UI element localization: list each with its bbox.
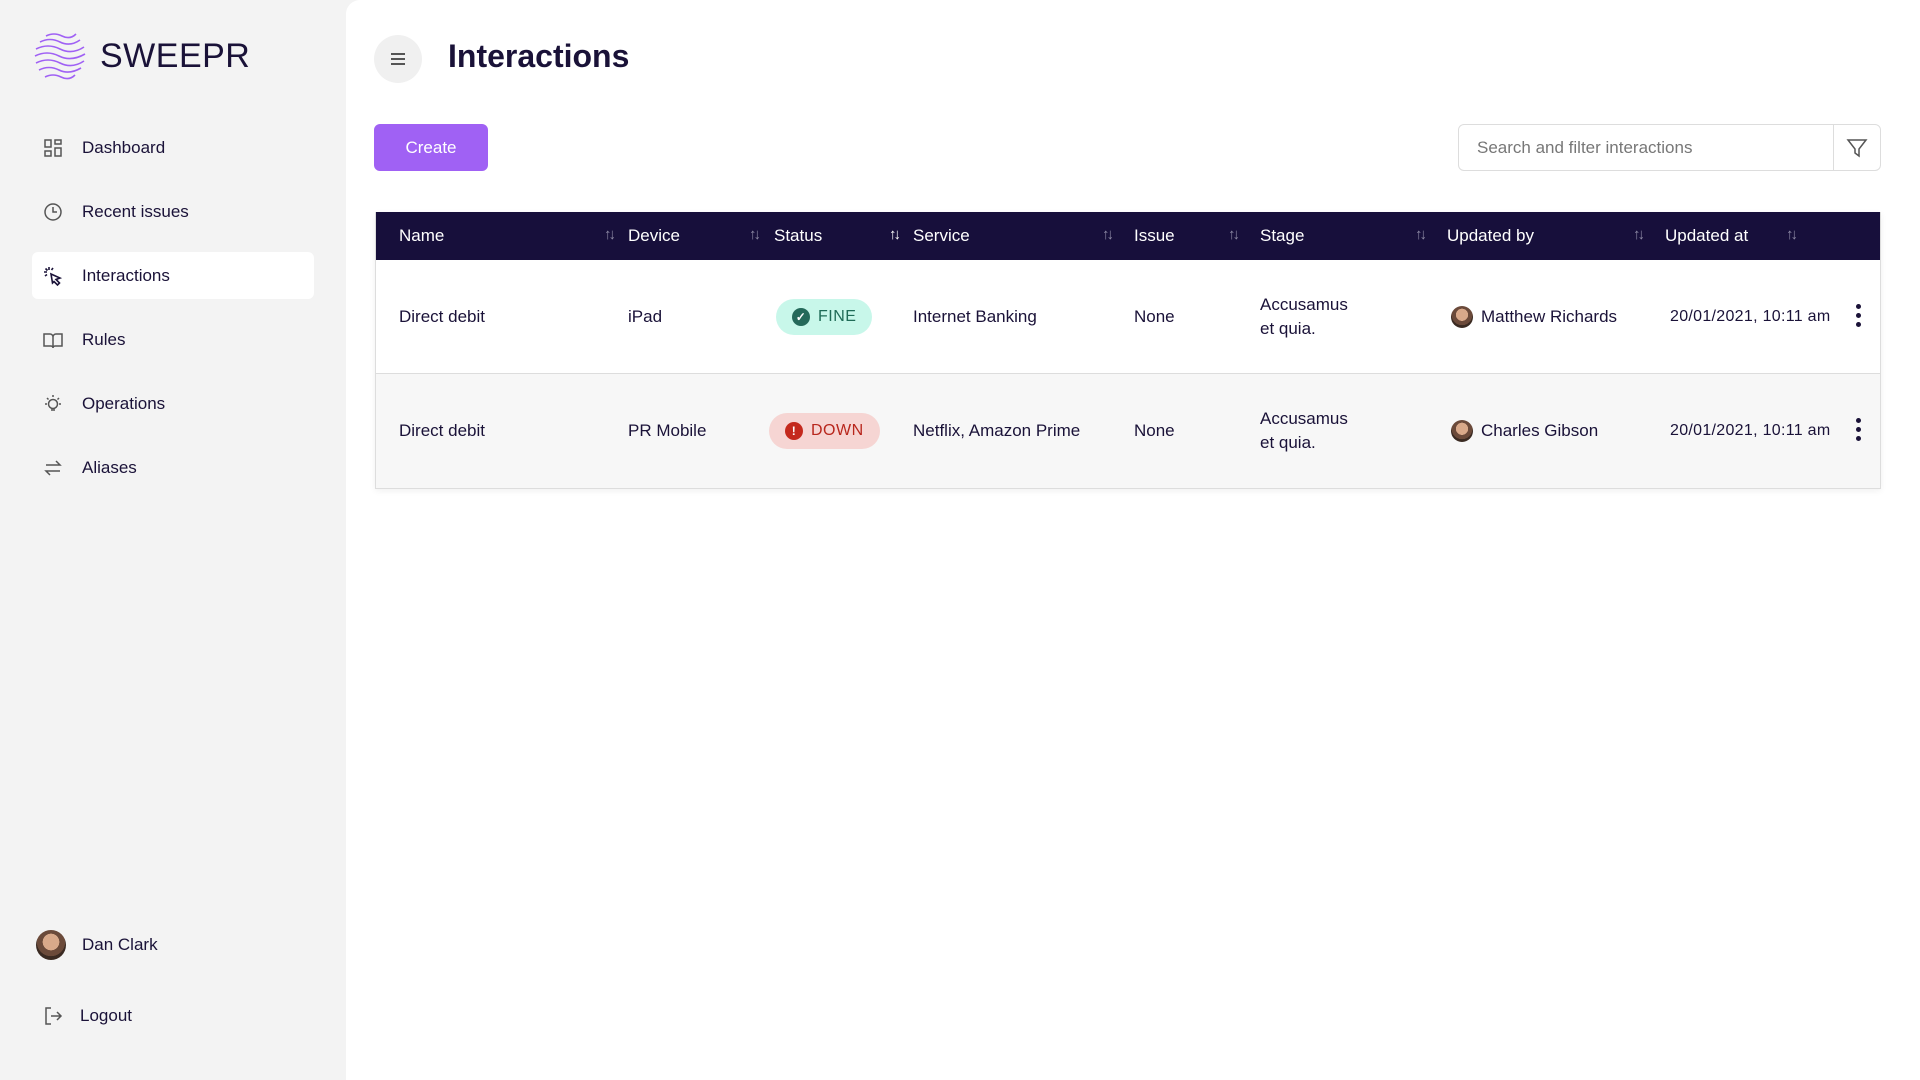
sidebar-item-rules[interactable]: Rules <box>32 316 314 363</box>
filter-icon <box>1846 138 1868 157</box>
brand-name: SWEEPR <box>100 36 251 75</box>
sort-icon[interactable]: ↑↓ <box>1415 226 1427 243</box>
grid-icon <box>44 138 62 157</box>
cell-updated-by: Charles Gibson <box>1451 374 1598 487</box>
avatar <box>36 930 66 960</box>
cell-updated-at: 20/01/2021, 10:11 am <box>1670 421 1831 439</box>
check-circle-icon: ✓ <box>792 307 810 326</box>
sort-icon[interactable]: ↑↓ <box>604 226 616 243</box>
cell-updated-at: 20/01/2021, 10:11 am <box>1670 307 1831 325</box>
filter-button[interactable] <box>1833 125 1880 170</box>
sort-icon[interactable]: ↑↓ <box>1102 226 1114 243</box>
cursor-click-icon <box>44 266 63 286</box>
status-label: FINE <box>818 307 857 325</box>
sort-icon[interactable]: ↑↓ <box>749 226 761 243</box>
avatar <box>1451 419 1473 442</box>
cell-stage: Accusamus et quia. <box>1260 374 1348 487</box>
avatar <box>1451 305 1473 328</box>
cell-service: Netflix, Amazon Prime <box>913 420 1081 440</box>
sidebar: SWEEPR Dashboard Recent issues Interacti… <box>0 0 346 1080</box>
status-badge: ✓ FINE <box>776 298 873 335</box>
cell-status: ! DOWN <box>769 374 880 487</box>
column-header-service[interactable]: Service <box>913 226 970 245</box>
logo[interactable]: SWEEPR <box>32 28 250 84</box>
menu-toggle-button[interactable] <box>374 35 422 83</box>
column-header-stage[interactable]: Stage <box>1260 226 1305 245</box>
cell-stage: Accusamus et quia. <box>1260 260 1348 373</box>
alert-circle-icon: ! <box>785 421 803 440</box>
status-badge: ! DOWN <box>769 412 880 449</box>
cell-name: Direct debit <box>399 420 485 440</box>
sidebar-item-label: Interactions <box>82 265 170 285</box>
hamburger-icon <box>391 53 405 65</box>
cell-name: Direct debit <box>399 306 485 326</box>
table-row[interactable]: Direct debit PR Mobile ! DOWN Netflix, A… <box>376 374 1880 488</box>
interactions-table: Name ↑↓ Device ↑↓ Status ↑↓ Service ↑↓ Issue ↑↓ St… <box>375 212 1881 489</box>
logout-label: Logout <box>80 1006 132 1025</box>
sidebar-item-recent-issues[interactable]: Recent issues <box>32 188 314 235</box>
clock-icon <box>44 202 62 221</box>
logout-button[interactable]: Logout <box>42 1005 132 1027</box>
cell-updated-by: Matthew Richards <box>1451 260 1617 373</box>
sort-icon[interactable]: ↑↓ <box>1228 226 1240 243</box>
column-header-issue[interactable]: Issue <box>1134 226 1175 245</box>
cell-device: iPad <box>628 306 663 326</box>
table-header: Name ↑↓ Device ↑↓ Status ↑↓ Service ↑↓ Issue ↑↓ St… <box>376 212 1880 260</box>
user-profile[interactable]: Dan Clark <box>36 930 158 960</box>
updated-by-name: Charles Gibson <box>1481 420 1599 440</box>
column-header-status[interactable]: Status <box>774 226 823 245</box>
stage-line: Accusamus <box>1260 294 1348 314</box>
main-content: Interactions Create Name ↑↓ Device ↑↓ Status… <box>346 0 1920 1080</box>
sidebar-item-label: Operations <box>82 393 166 413</box>
cell-service: Internet Banking <box>913 306 1037 326</box>
more-options-icon[interactable] <box>1856 418 1862 441</box>
swap-arrows-icon <box>44 459 62 476</box>
table-row[interactable]: Direct debit iPad ✓ FINE Internet Bankin… <box>376 260 1880 374</box>
search-input[interactable] <box>1459 125 1833 170</box>
sidebar-item-interactions[interactable]: Interactions <box>32 252 314 299</box>
search-bar <box>1458 124 1881 171</box>
sidebar-item-operations[interactable]: Operations <box>32 380 314 427</box>
more-options-icon[interactable] <box>1856 304 1862 327</box>
stage-line: et quia. <box>1260 318 1316 338</box>
page-title: Interactions <box>448 38 630 74</box>
stage-line: et quia. <box>1260 432 1316 452</box>
column-header-updated-at[interactable]: Updated at <box>1665 226 1749 245</box>
sort-icon[interactable]: ↑↓ <box>1633 226 1645 243</box>
stage-line: Accusamus <box>1260 408 1348 428</box>
column-header-name[interactable]: Name <box>399 226 445 245</box>
column-header-updated-by[interactable]: Updated by <box>1447 226 1534 245</box>
lightbulb-icon <box>45 394 61 411</box>
sidebar-item-dashboard[interactable]: Dashboard <box>32 124 314 171</box>
logout-icon <box>45 1007 63 1025</box>
column-header-device[interactable]: Device <box>628 226 680 245</box>
book-icon <box>43 332 63 348</box>
status-label: DOWN <box>811 421 864 439</box>
cell-issue: None <box>1134 420 1175 440</box>
cell-device: PR Mobile <box>628 420 707 440</box>
sidebar-item-label: Aliases <box>82 457 137 477</box>
sort-icon[interactable]: ↑↓ <box>1786 226 1798 243</box>
sort-icon[interactable]: ↑↓ <box>889 226 901 243</box>
sweepr-logo-icon <box>34 33 86 80</box>
create-button[interactable]: Create <box>374 124 488 171</box>
updated-by-name: Matthew Richards <box>1481 306 1618 326</box>
sidebar-item-label: Recent issues <box>82 201 189 221</box>
cell-status: ✓ FINE <box>776 260 873 373</box>
sidebar-item-aliases[interactable]: Aliases <box>32 444 314 491</box>
sidebar-item-label: Rules <box>82 329 126 349</box>
cell-issue: None <box>1134 306 1175 326</box>
user-name: Dan Clark <box>82 935 158 954</box>
sidebar-item-label: Dashboard <box>82 137 166 157</box>
